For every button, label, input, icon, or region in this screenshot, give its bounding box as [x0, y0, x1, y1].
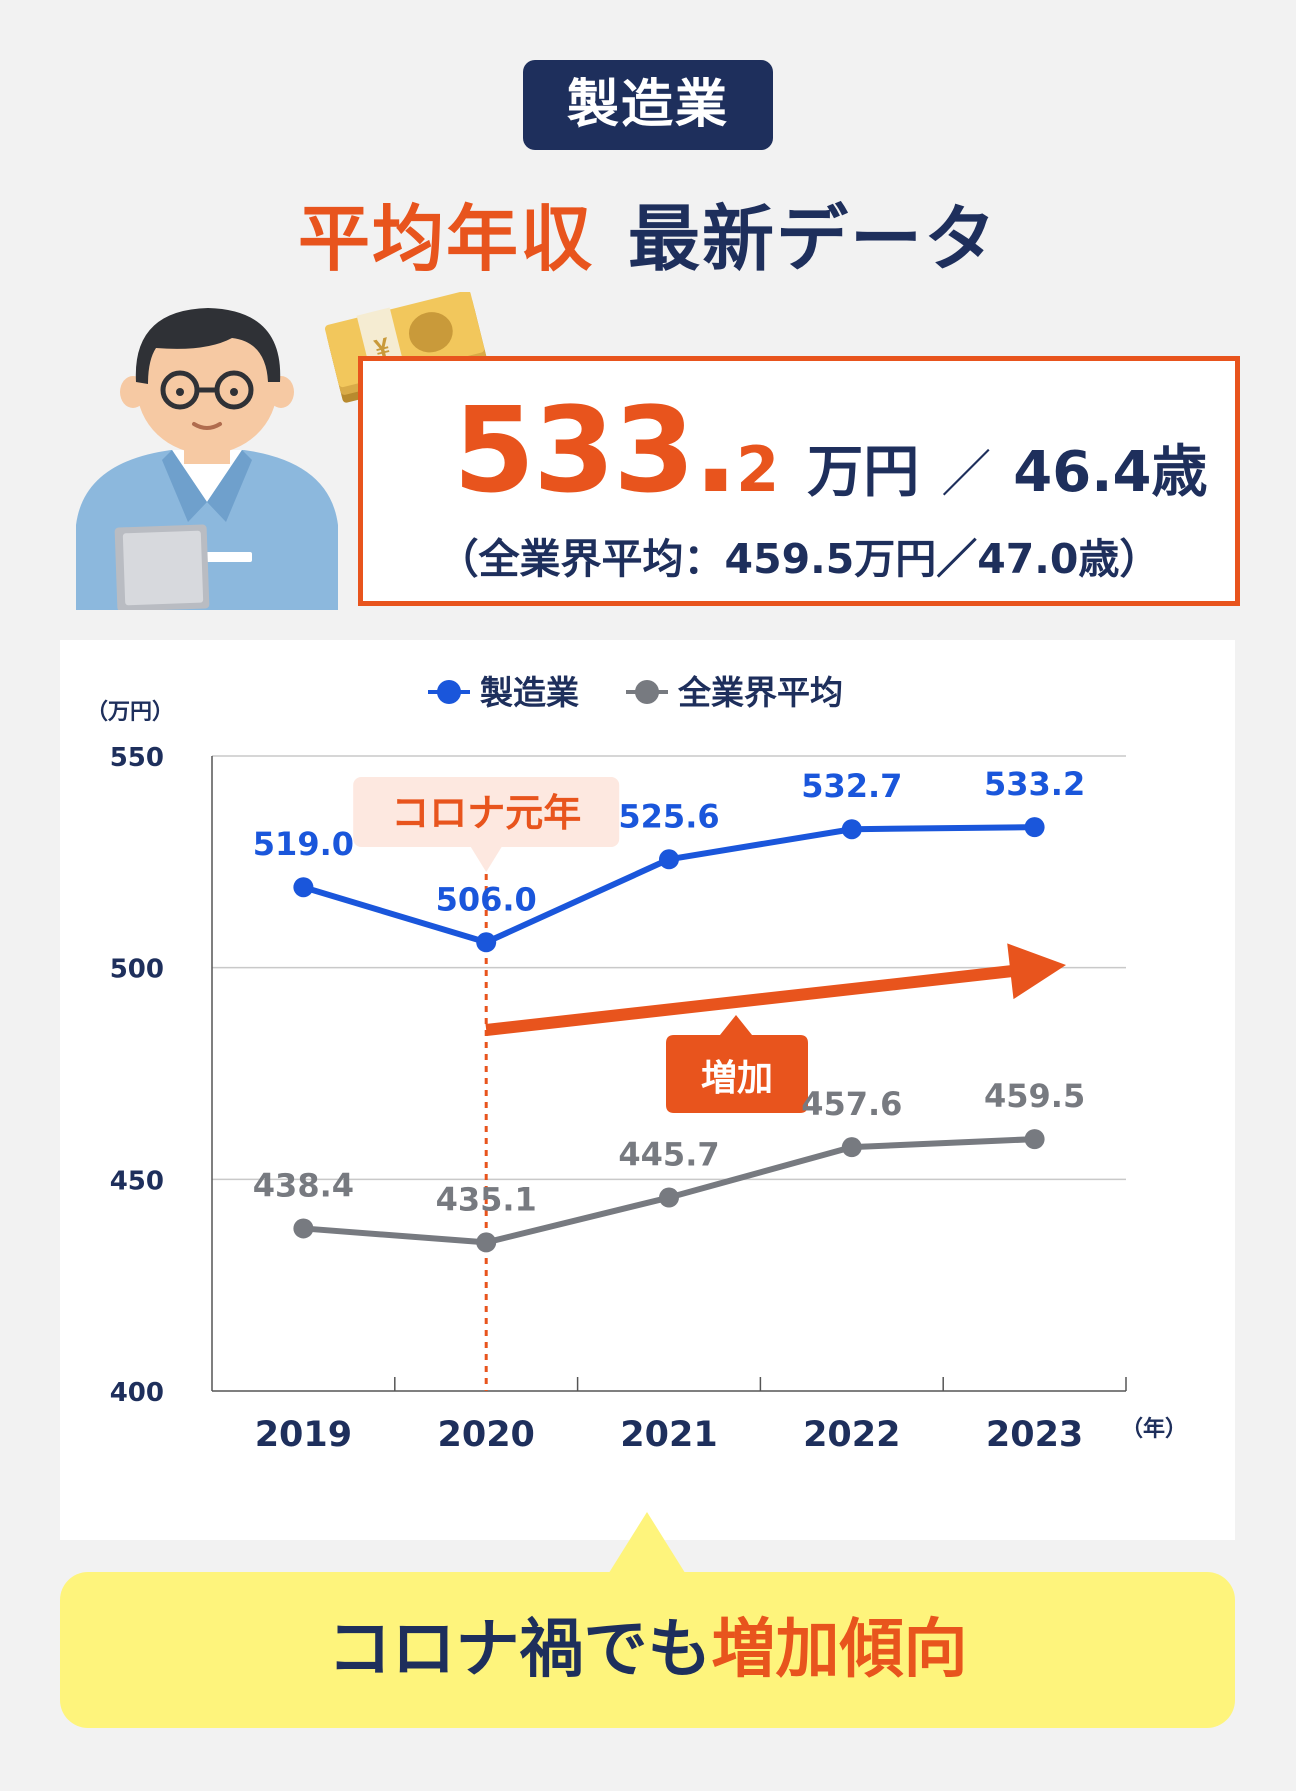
worker-illustration	[76, 308, 338, 610]
data-label-manufacturing: 533.2	[984, 765, 1085, 803]
salary-decimal: 2	[736, 433, 780, 506]
average-age: 46.4歳	[1013, 440, 1208, 505]
data-point-manufacturing	[476, 932, 497, 953]
y-tick-label: 400	[110, 1378, 164, 1408]
event-callout: コロナ元年	[353, 777, 620, 872]
x-tick-label: 2021	[620, 1415, 717, 1455]
legend: 製造業 全業界平均	[428, 673, 843, 712]
legend-label-all-industries: 全業界平均	[677, 673, 843, 712]
separator: ／	[941, 445, 992, 503]
salary-line-chart: 製造業 全業界平均 （万円） （年） 400 450 500 550 2019 2020…	[86, 673, 1187, 1455]
data-point-all-industries	[841, 1137, 862, 1158]
salary-unit: 万円	[807, 440, 920, 505]
salary-main: 533.2 万円 ／ 46.4歳	[453, 381, 1207, 519]
data-point-all-industries	[1024, 1129, 1045, 1150]
industry-average-comparison: （全業界平均：459.5万円／47.0歳）	[437, 535, 1161, 583]
industry-badge: 製造業	[523, 60, 773, 150]
data-point-all-industries	[293, 1218, 314, 1239]
data-point-manufacturing	[293, 877, 314, 898]
data-point-manufacturing	[1024, 817, 1045, 838]
trend-label: 増加	[701, 1058, 773, 1099]
x-tick-label: 2022	[803, 1415, 900, 1455]
data-point-all-industries	[659, 1187, 679, 1208]
conclusion-callout: コロナ禍でも増加傾向	[60, 1572, 1235, 1728]
data-label-all-industries: 445.7	[618, 1136, 719, 1174]
x-tick-label: 2020	[437, 1415, 534, 1455]
conclusion-highlight: 増加傾向	[711, 1613, 968, 1687]
title-highlight: 平均年収	[297, 197, 594, 281]
data-label-manufacturing: 525.6	[618, 797, 719, 835]
trend-arrow	[485, 943, 1066, 1036]
chart-card: 製造業 全業界平均 （万円） （年） 400 450 500 550 2019 2020…	[60, 640, 1235, 1540]
event-label: コロナ元年	[391, 791, 581, 835]
legend-marker-all-industries	[635, 680, 659, 704]
data-label-all-industries: 435.1	[436, 1180, 537, 1218]
x-tick-label: 2019	[255, 1415, 352, 1455]
y-tick-label: 500	[110, 955, 164, 985]
data-point-manufacturing	[659, 849, 679, 870]
salary-summary-box: 533.2 万円 ／ 46.4歳 （全業界平均：459.5万円／47.0歳）	[358, 356, 1240, 606]
page-title: 平均年収 最新データ	[0, 180, 1296, 285]
trend-label-box: 増加	[666, 1015, 808, 1113]
y-tick-label: 550	[110, 743, 164, 773]
data-label-all-industries: 457.6	[801, 1085, 902, 1123]
legend-label-manufacturing: 製造業	[480, 673, 579, 712]
data-point-manufacturing	[841, 819, 862, 840]
data-label-manufacturing: 532.7	[801, 767, 902, 805]
x-tick-label: 2023	[986, 1415, 1083, 1455]
conclusion-text: コロナ禍でも	[327, 1613, 712, 1687]
salary-value: 533.	[453, 381, 738, 519]
data-label-manufacturing: 519.0	[253, 825, 354, 863]
data-label-all-industries: 459.5	[984, 1077, 1085, 1115]
x-axis-unit-label: （年）	[1121, 1416, 1187, 1442]
y-tick-label: 450	[110, 1166, 164, 1196]
y-axis-unit-label: （万円）	[86, 700, 174, 725]
data-point-all-industries	[476, 1232, 497, 1253]
title-rest: 最新データ	[628, 197, 999, 281]
callout-tail	[607, 1512, 687, 1576]
legend-marker-manufacturing	[437, 680, 461, 704]
data-label-manufacturing: 506.0	[436, 880, 537, 918]
data-label-all-industries: 438.4	[253, 1166, 354, 1204]
